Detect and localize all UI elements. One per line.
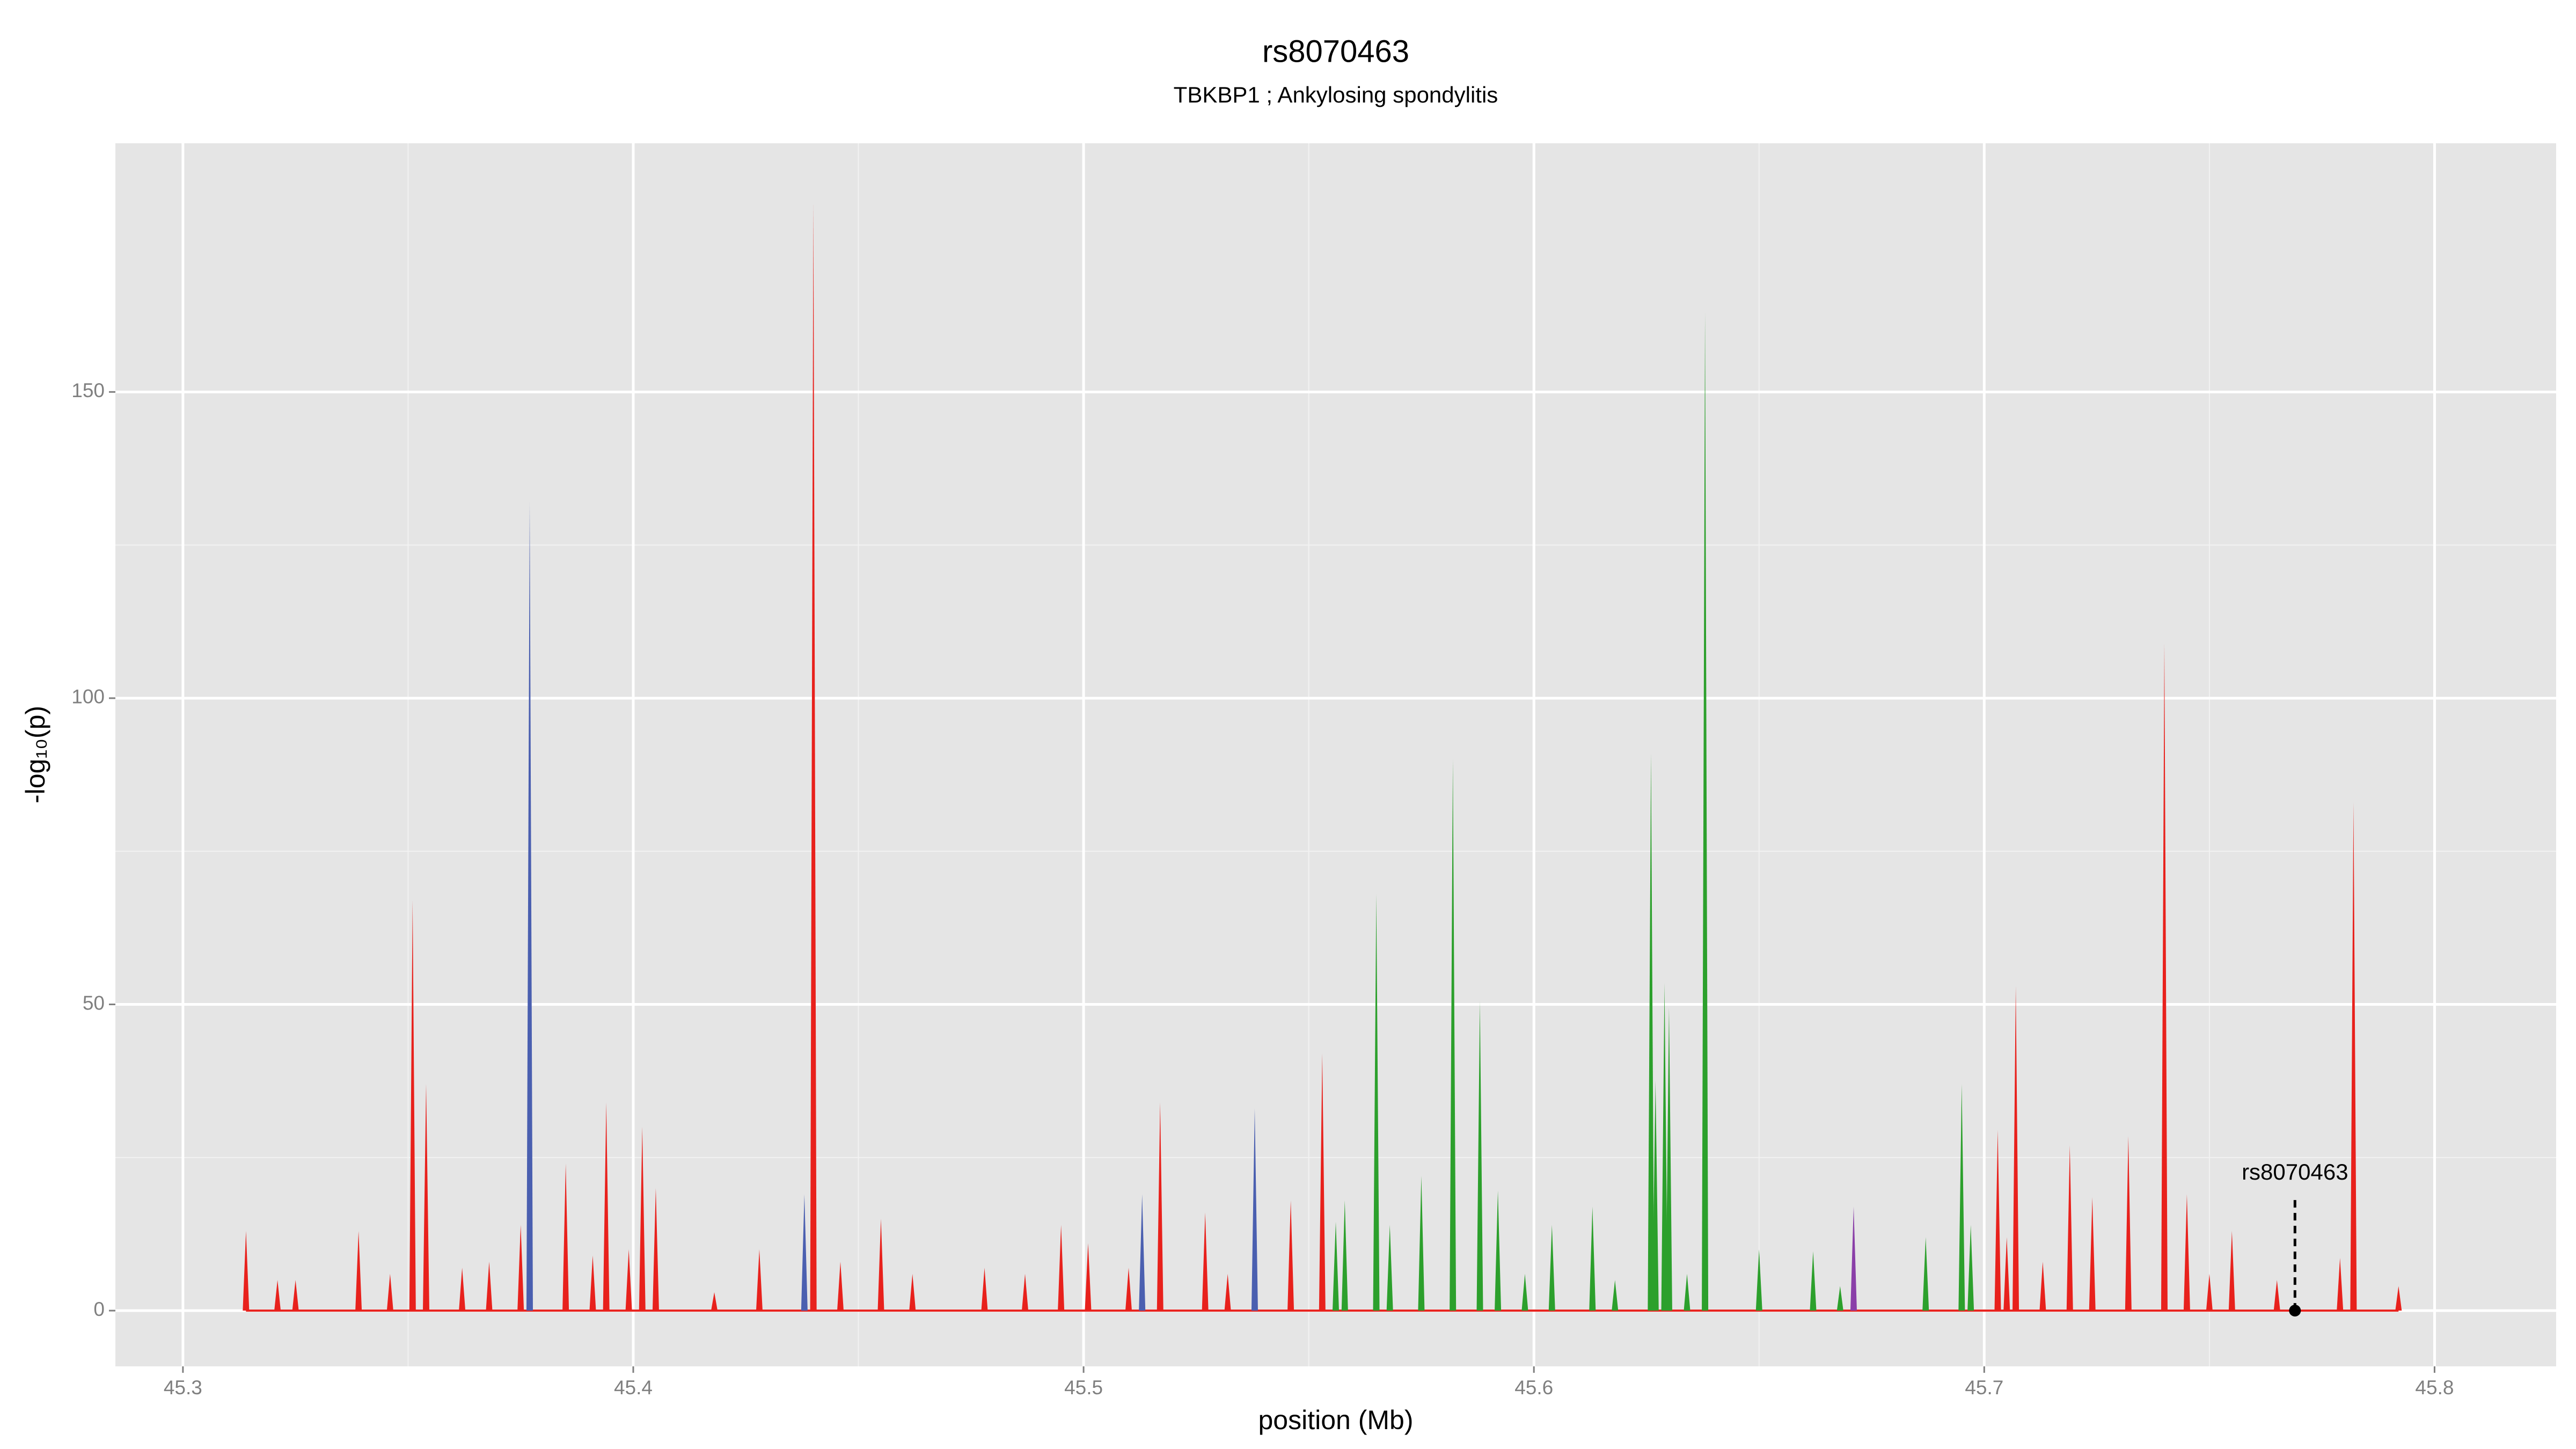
spike (562, 1163, 569, 1311)
spike (2273, 1280, 2280, 1311)
spike (877, 1218, 884, 1311)
x-tick-label: 45.8 (2415, 1377, 2454, 1399)
spike (1139, 1194, 1146, 1311)
spike (639, 1126, 646, 1311)
spike (355, 1231, 362, 1311)
x-tick-label: 45.4 (614, 1377, 653, 1399)
spike (1958, 1084, 1965, 1311)
spike (1548, 1225, 1555, 1311)
spike (2089, 1197, 2096, 1311)
spike (909, 1274, 916, 1311)
spike (756, 1249, 763, 1311)
spike (810, 202, 817, 1311)
chart-title: rs8070463 (1262, 34, 1409, 69)
y-tick-label: 50 (83, 992, 105, 1014)
spike (2228, 1231, 2235, 1311)
spike (1022, 1274, 1029, 1311)
spike (1755, 1249, 1762, 1311)
spike (526, 502, 533, 1311)
spike (801, 1194, 808, 1311)
spike (486, 1261, 493, 1311)
spike (274, 1280, 281, 1311)
spike (409, 900, 416, 1311)
annotation-point (2289, 1305, 2301, 1317)
spike (1125, 1268, 1132, 1311)
spike (589, 1255, 596, 1311)
spike (1810, 1251, 1817, 1311)
spike (1850, 1206, 1857, 1311)
spike (2066, 1145, 2073, 1311)
x-axis-title: position (Mb) (1258, 1405, 1414, 1435)
spike (2183, 1194, 2190, 1311)
spike (1922, 1237, 1929, 1311)
spike (1251, 1108, 1258, 1311)
spike (1967, 1225, 1974, 1311)
spike (1665, 1007, 1672, 1311)
spike (2161, 643, 2168, 1311)
x-tick-label: 45.5 (1064, 1377, 1103, 1399)
spike (1058, 1225, 1065, 1311)
spike (1450, 759, 1457, 1311)
spike (1373, 894, 1380, 1311)
spike (1224, 1274, 1231, 1311)
spike (652, 1188, 659, 1311)
annotation-label: rs8070463 (2242, 1159, 2348, 1184)
spike (603, 1102, 610, 1311)
spike (422, 1084, 429, 1311)
spike (1476, 1001, 1483, 1311)
spike (1418, 1176, 1425, 1311)
spike (981, 1268, 988, 1311)
spike (2206, 1274, 2213, 1311)
spike (711, 1292, 718, 1311)
spike (1157, 1102, 1163, 1311)
y-axis-title: -log₁₀(p) (20, 706, 50, 803)
spike (459, 1268, 466, 1311)
y-tick-label: 150 (71, 379, 105, 401)
spike (2039, 1261, 2046, 1311)
spike (1589, 1206, 1596, 1311)
spike (1661, 983, 1668, 1311)
chart-subtitle: TBKBP1 ; Ankylosing spondylitis (1174, 82, 1498, 107)
spike (1652, 1080, 1659, 1311)
spike (386, 1274, 393, 1311)
spike (1386, 1225, 1393, 1311)
spike (1612, 1280, 1619, 1311)
spike (1648, 753, 1655, 1311)
spike (2395, 1286, 2402, 1311)
plot-panel (115, 143, 2556, 1366)
spike (1333, 1221, 1339, 1311)
spike (1202, 1212, 1209, 1311)
spike (2337, 1258, 2344, 1311)
spike (837, 1261, 844, 1311)
x-tick-label: 45.3 (164, 1377, 202, 1399)
spike (1702, 312, 1709, 1311)
spike (625, 1249, 632, 1311)
spike (1319, 1053, 1326, 1311)
spike (1684, 1274, 1690, 1311)
spike (2125, 1136, 2132, 1311)
spike (1287, 1200, 1294, 1311)
spike (1994, 1130, 2001, 1311)
spike (1836, 1286, 1843, 1311)
spike (2003, 1237, 2010, 1311)
spike (1521, 1274, 1528, 1311)
y-tick-label: 100 (71, 686, 105, 708)
spike (2350, 802, 2357, 1311)
spike (1495, 1190, 1502, 1311)
spike (517, 1225, 524, 1311)
x-tick-label: 45.6 (1514, 1377, 1553, 1399)
spike (243, 1231, 250, 1311)
spike (2012, 986, 2019, 1311)
y-tick-label: 0 (93, 1298, 105, 1320)
x-tick-label: 45.7 (1965, 1377, 2003, 1399)
spike (1341, 1200, 1348, 1311)
spike (1085, 1243, 1092, 1311)
spike (292, 1280, 299, 1311)
